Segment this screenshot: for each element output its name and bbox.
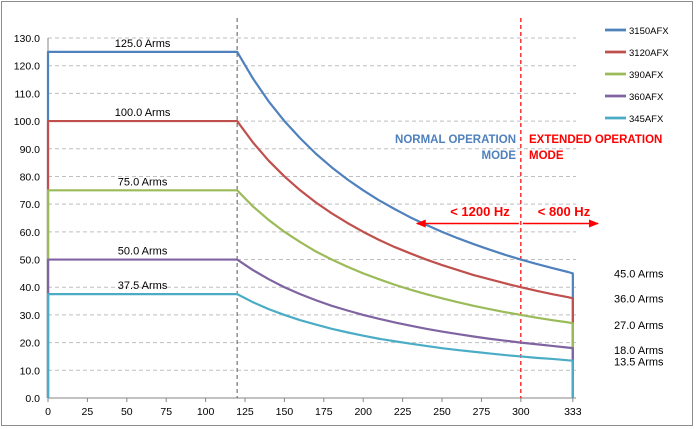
y-tick-label: 10.0 [20, 365, 41, 377]
extended-mode-label-line1: EXTENDED OPERATION [529, 134, 662, 146]
legend-label: 3120AFX [629, 48, 669, 59]
y-tick-label: 30.0 [20, 310, 41, 322]
series-line-3120AFX [46, 119, 574, 398]
flat-value-label: 100.0 Arms [115, 107, 171, 119]
end-value-label: 27.0 Arms [614, 320, 664, 332]
y-tick-label: 130.0 [14, 33, 40, 45]
y-tick-label: 100.0 [14, 116, 40, 128]
flat-value-label: 75.0 Arms [118, 176, 168, 188]
flat-value-label: 50.0 Arms [118, 246, 168, 258]
series-line-345AFX [46, 293, 574, 398]
normal-mode-label-line1: NORMAL OPERATION [395, 134, 516, 146]
mode-boundaries [236, 18, 522, 398]
legend-label: 360AFX [629, 92, 664, 103]
end-value-label: 45.0 Arms [614, 268, 664, 280]
x-tick-label: 50 [121, 406, 133, 418]
y-tick-label: 90.0 [20, 144, 41, 156]
flat-value-label: 37.5 Arms [118, 280, 168, 292]
y-tick-label: 80.0 [20, 171, 41, 183]
series-line-390AFX [46, 189, 574, 398]
y-tick-label: 40.0 [20, 282, 41, 294]
y-tick-label: 70.0 [20, 199, 41, 211]
y-tick-label: 110.0 [15, 88, 41, 100]
y-tick-label: 120.0 [14, 61, 40, 73]
normal-freq-label: < 1200 Hz [450, 204, 510, 219]
y-tick-label: 20.0 [20, 338, 41, 350]
series-line-360AFX [46, 258, 574, 398]
x-tick-label: 25 [82, 406, 94, 418]
x-tick-label: 225 [394, 406, 412, 418]
x-tick-label: 75 [160, 406, 172, 418]
end-value-label: 13.5 Arms [614, 357, 664, 369]
x-tick-label: 100 [197, 406, 215, 418]
x-tick-label: 300 [512, 406, 530, 418]
end-value-label: 36.0 Arms [614, 293, 664, 305]
y-tick-label: 0.0 [25, 393, 40, 405]
x-tick-label: 150 [276, 406, 294, 418]
annotations: NORMAL OPERATION MODE EXTENDED OPERATION… [395, 134, 662, 228]
legend: 3150AFX 3120AFX 390AFX 360AFX 345AFX [605, 26, 669, 125]
series-line-3150AFX [46, 50, 574, 398]
y-axis: 0.0 10.0 20.0 30.0 40.0 50.0 60.0 70.0 80.0 90.0 1… [14, 33, 49, 405]
x-tick-label: 125 [236, 406, 254, 418]
legend-label: 3150AFX [629, 26, 669, 37]
extended-mode-label-line2: MODE [529, 150, 564, 162]
x-axis: 0 25 50 75 100 125 150 175 200 225 250 275 300 333 [45, 397, 582, 418]
x-tick-label: 333 [564, 406, 582, 418]
extended-freq-label: < 800 Hz [538, 204, 591, 219]
end-value-label: 18.0 Arms [614, 345, 664, 357]
x-tick-label: 250 [433, 406, 451, 418]
legend-label: 390AFX [629, 70, 664, 81]
y-tick-label: 50.0 [20, 255, 41, 267]
x-tick-label: 200 [354, 406, 372, 418]
flat-value-label: 125.0 Arms [115, 38, 171, 50]
legend-label: 345AFX [629, 114, 664, 125]
x-tick-label: 275 [473, 406, 491, 418]
y-tick-label: 60.0 [20, 227, 41, 239]
x-tick-label: 0 [45, 406, 51, 418]
x-tick-label: 175 [315, 406, 333, 418]
normal-mode-label-line2: MODE [482, 150, 517, 162]
series-group: 125.0 Arms 45.0 Arms 100.0 Arms 36.0 Arms 75… [46, 38, 664, 398]
